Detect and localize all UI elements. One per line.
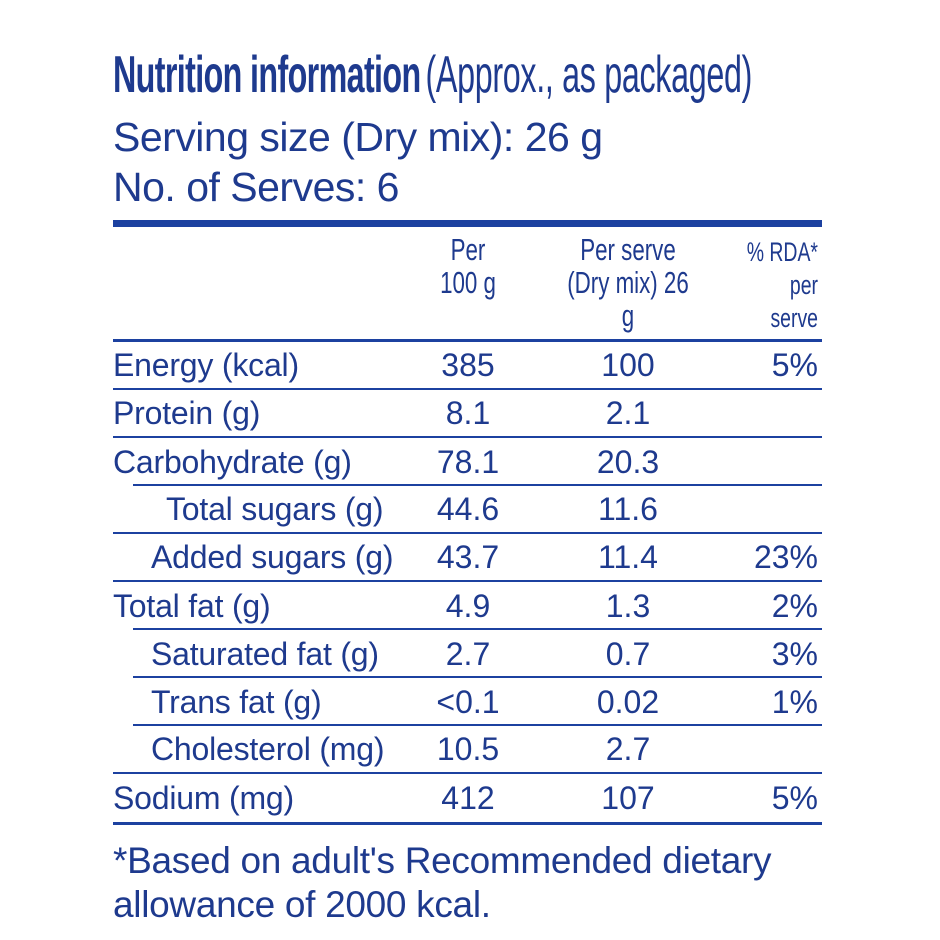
per-serve-value: 100: [601, 346, 655, 383]
rda-footnote: *Based on adult's Recommended dietary al…: [113, 839, 822, 927]
table-row: Total sugars (g) 44.6 11.6: [113, 486, 822, 534]
nutrient-label: Saturated fat (g): [151, 635, 379, 672]
rda-footnote-line: *Based on adult's Recommended dietary: [113, 840, 772, 881]
table-row: Saturated fat (g) 2.7 0.7 3%: [113, 630, 822, 678]
column-header-line: % RDA*: [746, 237, 818, 267]
per-serve-value: 11.4: [598, 538, 658, 575]
per-100g-value: 10.5: [436, 730, 500, 767]
nutrient-label: Protein (g): [113, 394, 261, 431]
column-header-per-100g: Per 100 g: [393, 233, 543, 335]
nutrient-label: Trans fat (g): [151, 683, 322, 720]
per-100g-value: 8.1: [445, 394, 491, 431]
per-100g-value: 385: [441, 346, 495, 383]
per-serve-value: 1.3: [605, 587, 651, 624]
per-serve-value: 2.1: [605, 394, 651, 431]
nutrient-label: Sodium (mg): [113, 779, 294, 816]
table-row: Cholesterol (mg) 10.5 2.7: [113, 726, 822, 774]
per-serve-value: 11.6: [598, 490, 658, 527]
rda-value: 5%: [771, 346, 818, 383]
table-row: Trans fat (g) <0.1 0.02 1%: [113, 678, 822, 726]
nutrient-label: Added sugars (g): [151, 538, 394, 575]
per-100g-value: 4.9: [445, 587, 491, 624]
column-header-line: Per serve: [580, 232, 676, 267]
column-header-rda: % RDA* per serve: [713, 233, 822, 335]
per-100g-value: 44.6: [436, 490, 500, 527]
rda-value: 5%: [771, 779, 818, 816]
column-header-line: per serve: [770, 270, 818, 333]
title-note: (Approx., as packaged): [425, 46, 753, 104]
nutrient-label: Cholesterol (mg): [151, 730, 385, 767]
rda-value: 23%: [753, 538, 818, 575]
rda-value: 2%: [771, 587, 818, 624]
column-header-line: Per: [450, 232, 486, 267]
per-serve-value: 0.02: [596, 683, 660, 720]
per-serve-value: 20.3: [596, 443, 660, 480]
serving-size-line: Serving size (Dry mix): 26 g: [113, 114, 603, 160]
rda-footnote-line: allowance of 2000 kcal.: [113, 884, 491, 925]
per-100g-value: 412: [441, 779, 495, 816]
column-header-line: 100 g: [440, 265, 496, 300]
table-row: Protein (g) 8.1 2.1: [113, 390, 822, 438]
nutrient-label: Total sugars (g): [166, 490, 384, 527]
table-body: Energy (kcal) 385 100 5% Protein (g) 8.1…: [113, 342, 822, 822]
table-row: Carbohydrate (g) 78.1 20.3: [113, 438, 822, 486]
nutrient-label: Energy (kcal): [113, 346, 299, 383]
per-100g-value: 78.1: [436, 443, 500, 480]
table-row: Sodium (mg) 412 107 5%: [113, 774, 822, 822]
table-row: Energy (kcal) 385 100 5%: [113, 342, 822, 390]
rda-value: 1%: [771, 683, 818, 720]
table-row: Total fat (g) 4.9 1.3 2%: [113, 582, 822, 630]
title-text: Nutrition information: [113, 46, 421, 104]
per-serve-value: 107: [601, 779, 655, 816]
nutrient-label: Total fat (g): [113, 587, 271, 624]
rda-value: 3%: [771, 635, 818, 672]
panel-title: Nutrition information(Approx., as packag…: [113, 44, 752, 106]
column-header-nutrient: [113, 233, 393, 335]
nutrient-label: Carbohydrate (g): [113, 443, 352, 480]
per-100g-value: 43.7: [436, 538, 500, 575]
per-serve-value: 0.7: [605, 635, 651, 672]
table-header-row: Per 100 g Per serve (Dry mix) 26 g % RDA…: [113, 227, 822, 342]
serves-line: No. of Serves: 6: [113, 164, 399, 210]
per-100g-value: <0.1: [436, 683, 500, 720]
nutrition-panel: Nutrition information(Approx., as packag…: [113, 44, 822, 927]
per-serve-value: 2.7: [605, 730, 651, 767]
per-100g-value: 2.7: [445, 635, 491, 672]
column-header-per-serve: Per serve (Dry mix) 26 g: [543, 233, 713, 335]
table-row: Added sugars (g) 43.7 11.4 23%: [113, 534, 822, 582]
nutrition-table: Per 100 g Per serve (Dry mix) 26 g % RDA…: [113, 220, 822, 825]
column-header-line: (Dry mix) 26 g: [567, 265, 689, 333]
